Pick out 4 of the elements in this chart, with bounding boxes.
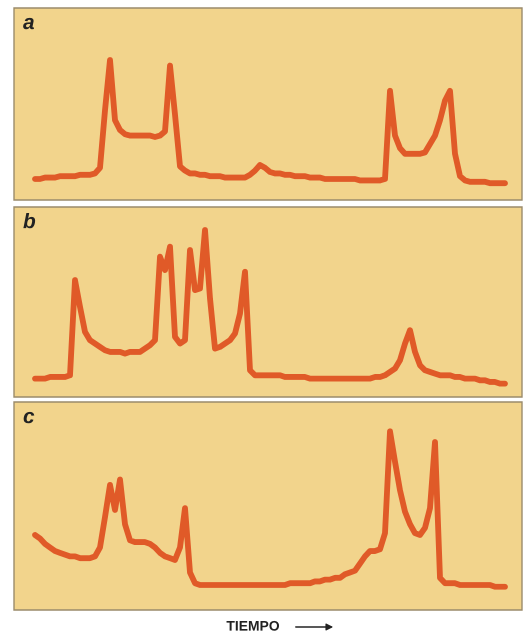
x-axis-title: TIEMPO xyxy=(226,620,280,631)
chart-title: c xyxy=(24,412,34,424)
chart-title: b xyxy=(23,213,36,228)
chart-title: a xyxy=(23,18,34,30)
